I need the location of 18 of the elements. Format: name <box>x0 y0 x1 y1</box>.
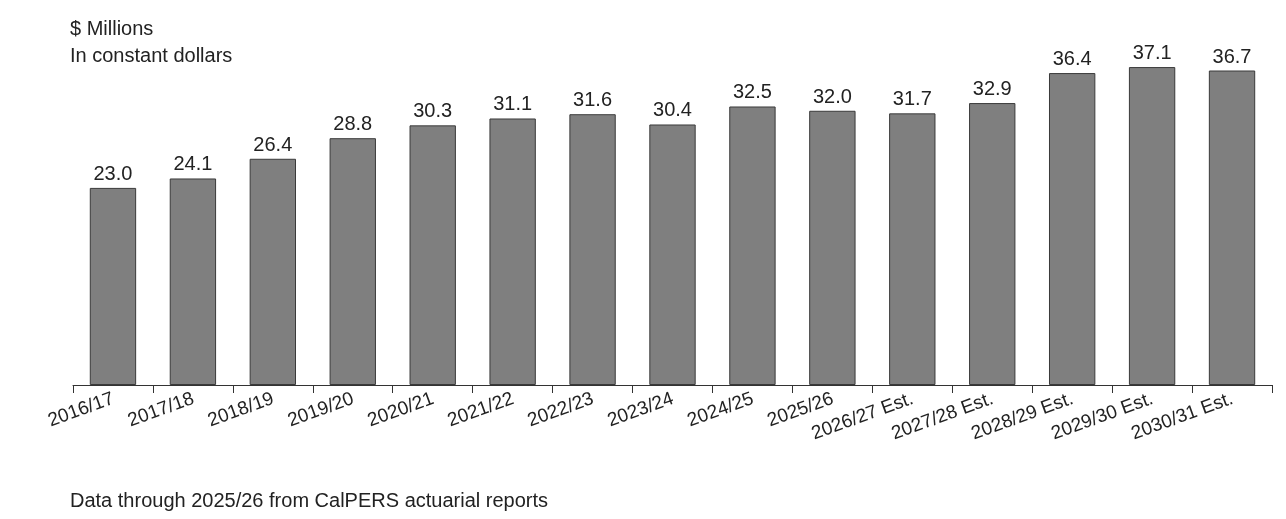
data-label: 32.9 <box>972 77 1012 100</box>
data-label: 30.3 <box>413 99 453 122</box>
data-label: 37.1 <box>1132 41 1172 64</box>
text: In constant dollars <box>70 44 233 66</box>
data-label: 31.6 <box>573 88 613 111</box>
text: $ Millions <box>70 17 154 39</box>
data-label: 36.4 <box>1052 47 1092 70</box>
data-label: 31.7 <box>892 87 932 110</box>
data-label: 30.4 <box>653 98 692 121</box>
data-label: 28.8 <box>333 112 373 135</box>
data-label: 32.5 <box>732 80 772 103</box>
text: Data through 2025/26 from CalPERS actuarial reports <box>70 489 549 511</box>
data-label: 32.0 <box>812 84 852 107</box>
data-label: 36.7 <box>1212 44 1252 67</box>
data-label: 24.1 <box>173 152 213 175</box>
data-label: 31.1 <box>493 92 533 115</box>
data-label: 26.4 <box>253 132 293 155</box>
data-label: 23.0 <box>93 161 133 184</box>
